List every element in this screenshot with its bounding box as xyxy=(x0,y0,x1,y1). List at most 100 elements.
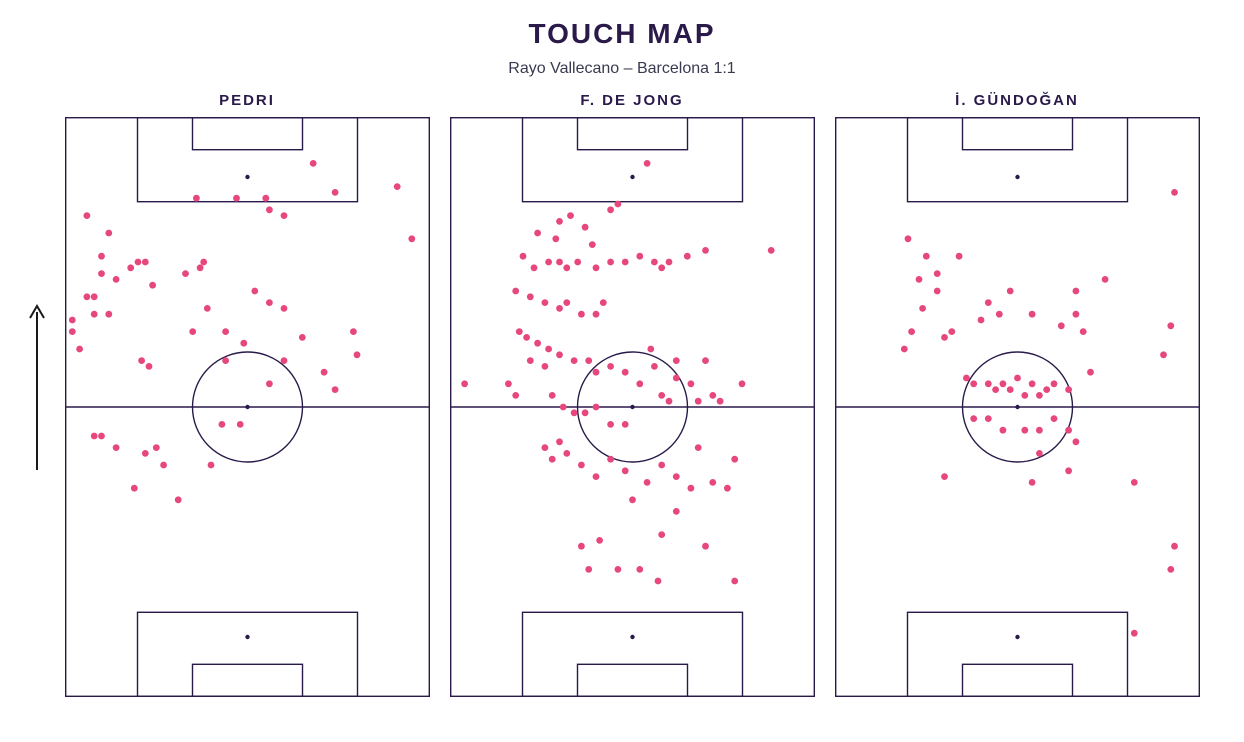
touch-dot xyxy=(353,351,360,358)
touch-dot xyxy=(548,392,555,399)
touch-dot xyxy=(654,578,661,585)
touch-dot xyxy=(141,259,148,266)
touch-dot xyxy=(970,415,977,422)
touch-dot xyxy=(563,299,570,306)
touch-dot xyxy=(970,380,977,387)
touch-dot xyxy=(1101,276,1108,283)
touch-dot xyxy=(578,462,585,469)
touch-dot xyxy=(193,195,200,202)
touch-dot xyxy=(1006,386,1013,393)
touch-dot xyxy=(596,537,603,544)
touch-dot xyxy=(160,462,167,469)
touch-dot xyxy=(556,305,563,312)
touch-dot xyxy=(588,241,595,248)
touch-dot xyxy=(1036,450,1043,457)
touch-dot xyxy=(280,212,287,219)
touch-dot xyxy=(614,566,621,573)
touch-dot xyxy=(687,485,694,492)
touch-dot xyxy=(1057,322,1064,329)
touch-dot xyxy=(1160,351,1167,358)
touch-dot xyxy=(621,259,628,266)
touch-dot xyxy=(90,293,97,300)
touch-dot xyxy=(570,409,577,416)
touch-dot xyxy=(1072,311,1079,318)
touch-dot xyxy=(621,421,628,428)
touch-dot xyxy=(1130,479,1137,486)
touch-dot xyxy=(149,282,156,289)
touch-dot xyxy=(900,346,907,353)
touch-dot xyxy=(1021,427,1028,434)
touch-dot xyxy=(266,206,273,213)
touch-dot xyxy=(687,380,694,387)
touch-dot xyxy=(651,259,658,266)
touch-dot xyxy=(658,392,665,399)
touch-dot xyxy=(515,328,522,335)
touch-dot xyxy=(999,427,1006,434)
touch-dot xyxy=(526,357,533,364)
pitch-svg xyxy=(835,117,1200,697)
touch-dot xyxy=(1021,392,1028,399)
touch-dot xyxy=(393,183,400,190)
touch-dot xyxy=(556,438,563,445)
touch-dot xyxy=(992,386,999,393)
touch-dot xyxy=(636,380,643,387)
touch-dot xyxy=(651,363,658,370)
touch-dot xyxy=(963,375,970,382)
touch-dot xyxy=(643,160,650,167)
touch-dot xyxy=(607,421,614,428)
touch-dot xyxy=(570,357,577,364)
touch-map-panel: İ. GÜNDOĞAN xyxy=(835,92,1200,702)
touch-dot xyxy=(738,380,745,387)
touch-dot xyxy=(280,305,287,312)
touch-dot xyxy=(592,369,599,376)
touch-dot xyxy=(545,346,552,353)
touch-dot xyxy=(702,247,709,254)
touch-dot xyxy=(694,398,701,405)
touch-dot xyxy=(534,340,541,347)
touch-dot xyxy=(1072,288,1079,295)
touch-dot xyxy=(999,380,1006,387)
touch-dot xyxy=(152,444,159,451)
touch-dot xyxy=(1050,415,1057,422)
touch-dot xyxy=(141,450,148,457)
touch-dot xyxy=(1065,386,1072,393)
touch-dot xyxy=(933,288,940,295)
direction-of-play-arrow xyxy=(26,300,48,480)
touch-dot xyxy=(672,357,679,364)
touch-dot xyxy=(672,375,679,382)
chart-subtitle: Rayo Vallecano – Barcelona 1:1 xyxy=(0,60,1244,78)
touch-dot xyxy=(672,473,679,480)
touch-dot xyxy=(1167,566,1174,573)
touch-dot xyxy=(182,270,189,277)
touch-dot xyxy=(1167,322,1174,329)
touch-dot xyxy=(541,363,548,370)
touch-dot xyxy=(552,235,559,242)
touch-dot xyxy=(331,189,338,196)
touch-dot xyxy=(112,444,119,451)
touch-dot xyxy=(320,369,327,376)
touch-dot xyxy=(105,311,112,318)
touch-dot xyxy=(138,357,145,364)
touch-dot xyxy=(1087,369,1094,376)
touch-dot xyxy=(512,392,519,399)
touch-dot xyxy=(647,346,654,353)
touch-dot xyxy=(90,433,97,440)
touch-dot xyxy=(702,543,709,550)
touch-dot xyxy=(174,496,181,503)
touch-dot xyxy=(1065,467,1072,474)
touch-dot xyxy=(1072,438,1079,445)
touch-dot xyxy=(1065,427,1072,434)
touch-dot xyxy=(919,305,926,312)
touch-dot xyxy=(83,212,90,219)
touch-dot xyxy=(683,253,690,260)
touch-dot xyxy=(574,259,581,266)
touch-dot xyxy=(941,473,948,480)
touch-dot xyxy=(581,409,588,416)
touch-dot xyxy=(578,543,585,550)
touch-dot xyxy=(222,328,229,335)
touch-dot xyxy=(222,357,229,364)
touch-map-panel: F. DE JONG xyxy=(450,92,815,702)
player-name-label: F. DE JONG xyxy=(580,92,683,109)
touch-dot xyxy=(1043,386,1050,393)
touch-dot xyxy=(309,160,316,167)
